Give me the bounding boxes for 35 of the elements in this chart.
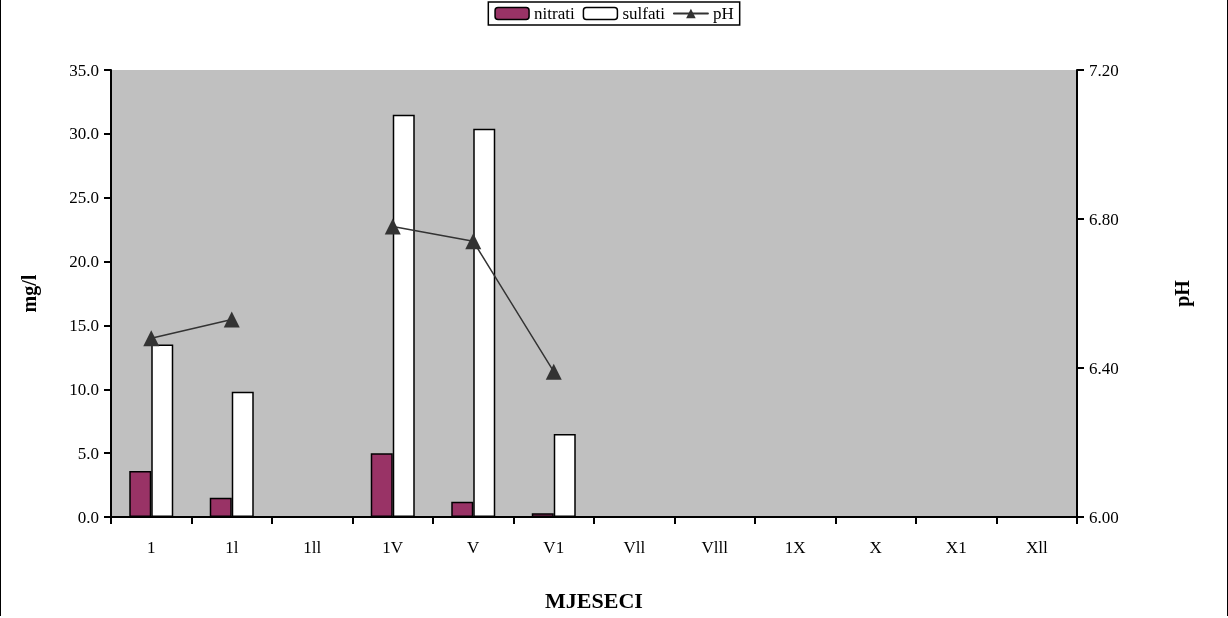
point <box>384 218 401 235</box>
legend-label: nitrati <box>534 4 575 23</box>
y-tick-label: 30.0 <box>69 124 99 144</box>
x-tick-label: 1ll <box>303 538 322 557</box>
point <box>465 233 482 250</box>
y-tick-label: 15.0 <box>69 315 99 335</box>
point <box>545 363 562 380</box>
y-tick-label: 0.0 <box>77 507 99 527</box>
x-tick-label: V1 <box>543 538 565 557</box>
y2-tick-label: 6.80 <box>1089 209 1119 229</box>
legend-label: sulfati <box>622 4 666 23</box>
x-tick-label: Xll <box>1025 538 1048 557</box>
x-tick-label: 1l <box>225 538 239 557</box>
y-tick-label: 25.0 <box>69 188 99 208</box>
y2-tick-label: 6.00 <box>1089 507 1119 527</box>
x-tick-label: Vll <box>623 538 646 557</box>
y2-tick-label: 7.20 <box>1089 60 1119 80</box>
y2-tick-label: 6.40 <box>1089 358 1119 378</box>
x-axis-title: MJESECI <box>545 587 643 613</box>
point <box>143 330 160 347</box>
x-tick-label: 1 <box>147 538 156 557</box>
y2-axis-title: pH <box>1171 279 1194 307</box>
legend-label: pH <box>712 4 734 23</box>
x-tick-label: Vlll <box>701 538 729 557</box>
y-tick-label: 35.0 <box>69 60 99 80</box>
x-tick-label: V <box>467 538 481 557</box>
y-tick-label: 20.0 <box>69 252 99 272</box>
x-tick-label: 1X <box>784 538 806 557</box>
point <box>223 311 240 328</box>
y-tick-label: 5.0 <box>77 443 99 463</box>
x-tick-label: X <box>869 538 882 557</box>
y-tick-label: 10.0 <box>69 379 99 399</box>
x-tick-label: X1 <box>945 538 967 557</box>
y-axis-title: mg/l <box>18 274 41 313</box>
x-tick-label: 1V <box>382 538 404 557</box>
